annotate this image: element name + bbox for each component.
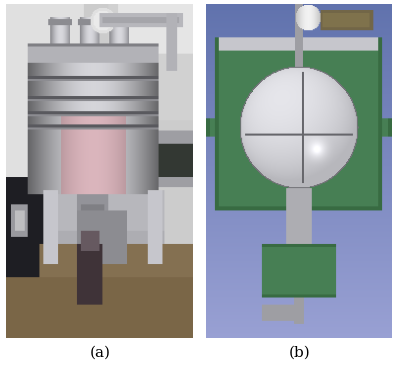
Text: (a): (a) (90, 346, 110, 360)
Text: (b): (b) (289, 346, 311, 360)
